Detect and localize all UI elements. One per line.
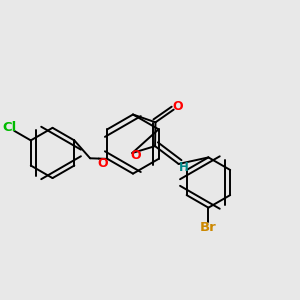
Text: H: H <box>179 161 189 174</box>
Text: O: O <box>173 100 183 113</box>
Text: O: O <box>97 157 108 170</box>
Text: O: O <box>130 149 141 162</box>
Text: Br: Br <box>200 221 217 234</box>
Text: Cl: Cl <box>2 122 16 134</box>
